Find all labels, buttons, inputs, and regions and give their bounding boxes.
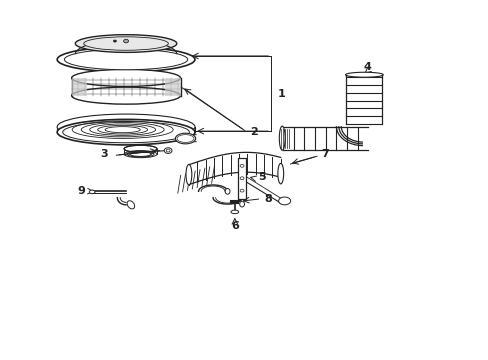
Bar — [238, 158, 245, 199]
Ellipse shape — [175, 133, 195, 144]
Ellipse shape — [75, 35, 177, 53]
Text: 3: 3 — [100, 149, 108, 159]
Circle shape — [240, 189, 244, 192]
Ellipse shape — [239, 201, 244, 207]
Ellipse shape — [72, 87, 180, 104]
Ellipse shape — [57, 47, 195, 72]
Polygon shape — [72, 78, 87, 96]
Text: 5: 5 — [258, 172, 265, 182]
Ellipse shape — [62, 122, 189, 143]
Ellipse shape — [57, 114, 195, 140]
Ellipse shape — [127, 201, 134, 209]
Circle shape — [123, 39, 128, 43]
Ellipse shape — [224, 189, 229, 194]
Circle shape — [240, 177, 244, 180]
Ellipse shape — [83, 37, 168, 50]
Polygon shape — [165, 78, 180, 96]
Text: 7: 7 — [321, 149, 328, 159]
Text: 6: 6 — [230, 221, 238, 231]
Text: 9: 9 — [78, 186, 85, 196]
Ellipse shape — [72, 69, 180, 86]
Text: 4: 4 — [363, 62, 371, 72]
Ellipse shape — [185, 165, 191, 185]
Ellipse shape — [277, 163, 283, 184]
Ellipse shape — [64, 49, 187, 70]
Ellipse shape — [279, 126, 285, 150]
Circle shape — [164, 148, 172, 153]
Text: 8: 8 — [264, 194, 272, 204]
Ellipse shape — [278, 197, 290, 205]
Text: 2: 2 — [250, 127, 258, 137]
Ellipse shape — [177, 135, 194, 143]
Ellipse shape — [230, 210, 238, 214]
Ellipse shape — [345, 72, 383, 77]
Circle shape — [240, 165, 244, 167]
Circle shape — [166, 149, 170, 152]
Text: 1: 1 — [277, 89, 285, 99]
Ellipse shape — [124, 145, 157, 152]
Ellipse shape — [89, 190, 95, 194]
Circle shape — [113, 40, 116, 42]
Ellipse shape — [57, 120, 195, 145]
